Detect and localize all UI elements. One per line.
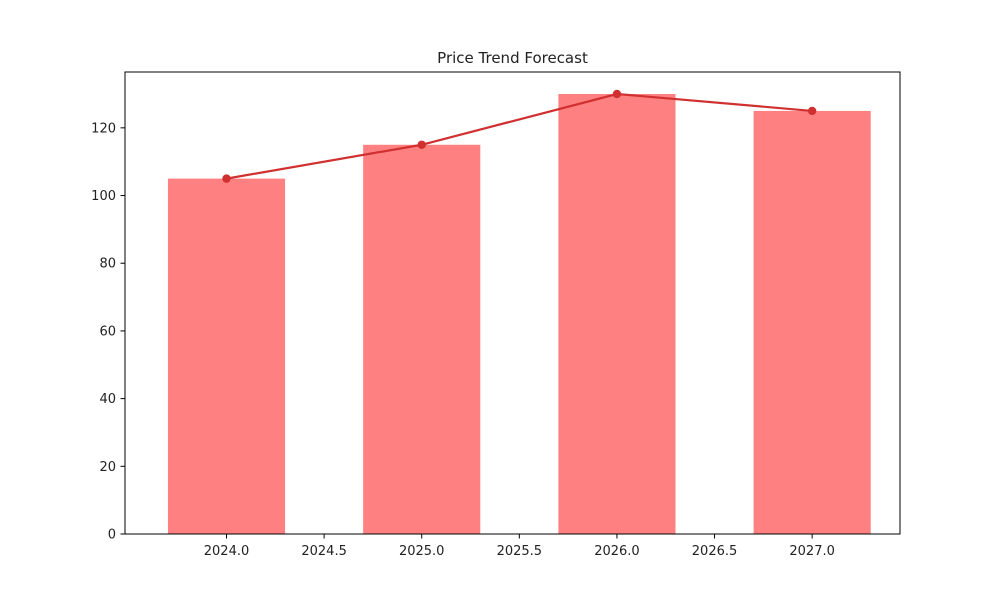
y-tick-label-5: 100 [91,189,116,204]
y-tick-label-0: 0 [108,528,116,543]
x-axis: 2024.0 2024.5 2025.0 2025.5 2026.0 2026.5 2027… [204,534,835,559]
bar-0 [167,178,286,534]
x-tick-label-4: 2026.0 [594,544,640,559]
y-axis: 0 20 40 60 80 100 120 [91,121,125,543]
y-tick-label-3: 60 [99,324,116,339]
line-layer [222,89,817,183]
y-tick-label-1: 20 [99,460,116,475]
trend-point-0 [222,174,231,183]
y-tick-label-6: 120 [91,121,116,136]
x-tick-label-3: 2025.5 [497,544,543,559]
chart-title: Price Trend Forecast [437,49,588,67]
bars-group [167,94,871,534]
x-tick-label-5: 2026.5 [692,544,738,559]
trend-point-3 [807,106,817,116]
x-tick-label-1: 2024.5 [301,544,347,559]
bar-3 [753,110,871,534]
x-tick-label-2: 2025.0 [399,544,445,559]
x-tick-label-6: 2027.0 [789,544,835,559]
bar-2 [558,94,676,534]
trend-line [226,92,813,180]
trend-point-2 [612,89,622,99]
y-tick-label-4: 80 [99,257,116,272]
plot-frame [124,71,901,535]
y-tick-label-2: 40 [99,392,116,407]
x-tick-label-0: 2024.0 [204,544,250,559]
trend-point-1 [417,140,426,149]
bar-1 [363,144,481,534]
